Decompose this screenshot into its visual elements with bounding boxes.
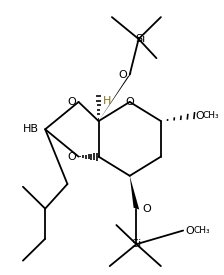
Text: CH₃: CH₃ [193, 226, 210, 235]
Text: H: H [103, 97, 111, 106]
Text: HB: HB [23, 124, 39, 134]
Text: O: O [185, 226, 194, 235]
Polygon shape [130, 176, 139, 210]
Text: O: O [195, 111, 204, 121]
Text: O: O [68, 152, 76, 162]
Text: Si: Si [131, 239, 142, 249]
Text: O: O [142, 204, 151, 214]
Text: CH₃: CH₃ [202, 111, 219, 120]
Text: O: O [68, 97, 76, 107]
Text: O: O [119, 70, 127, 79]
Text: O: O [125, 97, 134, 107]
Polygon shape [99, 72, 132, 121]
Text: Si: Si [136, 34, 146, 44]
